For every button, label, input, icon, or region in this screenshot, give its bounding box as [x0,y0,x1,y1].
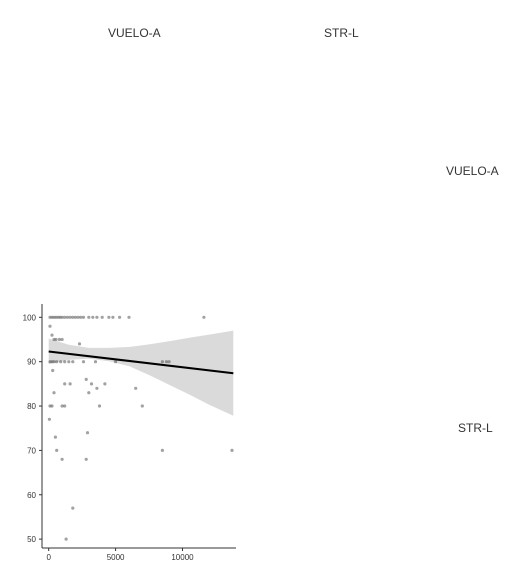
data-point [93,360,98,364]
data-point [68,315,72,319]
facet-row-label: VUELO-A [446,164,499,178]
data-point [65,315,69,319]
data-point [48,324,52,328]
data-point [107,315,111,319]
data-point [50,404,54,408]
data-point [53,435,58,439]
data-point [60,315,64,319]
confidence-band-layer [48,330,234,416]
data-point [60,337,64,342]
data-point [63,404,67,408]
data-point [160,360,164,364]
confidence-band [48,330,234,416]
data-point [50,333,54,337]
fit-line-layer [48,350,234,375]
data-point [77,342,82,346]
data-point [100,315,104,319]
y-tick-label: 80 [27,402,36,411]
facet-row-label: STR-L [458,421,493,435]
x-tick-label: 5000 [107,553,125,562]
data-point [60,457,64,461]
data-point [97,404,102,408]
data-point [87,391,91,395]
data-point [47,417,52,421]
data-point [81,360,86,364]
data-point [71,315,75,319]
data-point [52,360,56,364]
data-point [55,448,59,452]
data-point [64,537,68,541]
data-point [95,315,99,319]
data-point [84,377,88,381]
data-point [71,360,75,364]
data-point [71,506,75,510]
data-point [68,382,72,386]
data-point [140,404,144,408]
data-point [89,382,94,386]
data-point [59,360,63,364]
x-tick-label: 10000 [171,553,194,562]
data-point [127,315,131,319]
data-point [60,404,64,408]
data-point [81,315,86,319]
y-tick-label: 50 [27,535,36,544]
data-point [111,315,115,319]
data-point [51,368,55,373]
data-point [85,431,90,435]
data-point [63,360,67,364]
facet-column-label: STR-L [324,26,359,40]
data-point [95,386,99,390]
data-point [76,315,80,319]
data-point [52,391,56,395]
data-point [91,315,95,319]
data-point [118,315,122,319]
data-point [103,382,107,386]
data-point [55,360,59,364]
data-point [54,337,58,342]
facet-column-label: VUELO-A [108,26,161,40]
y-tick-label: 60 [27,491,36,500]
y-tick-label: 90 [27,358,36,367]
regression-line [48,350,234,375]
data-point [57,337,62,342]
data-point [167,360,171,364]
data-point [84,457,88,461]
axes-layer: 50 60 70 80 90 100 0 5000 10000 [23,304,236,562]
data-point [160,448,164,452]
data-point [87,315,91,319]
data-point [134,386,138,390]
data-point [230,448,234,452]
data-point [202,315,206,319]
data-point [73,315,77,319]
y-tick-label: 70 [27,446,36,455]
data-point [63,382,67,386]
data-point [164,360,168,364]
data-point [114,360,118,364]
points-layer [47,315,234,541]
data-point [63,315,67,319]
x-tick-label: 0 [46,553,51,562]
data-point [79,315,83,319]
data-point [67,360,71,364]
y-tick-label: 100 [23,313,37,322]
